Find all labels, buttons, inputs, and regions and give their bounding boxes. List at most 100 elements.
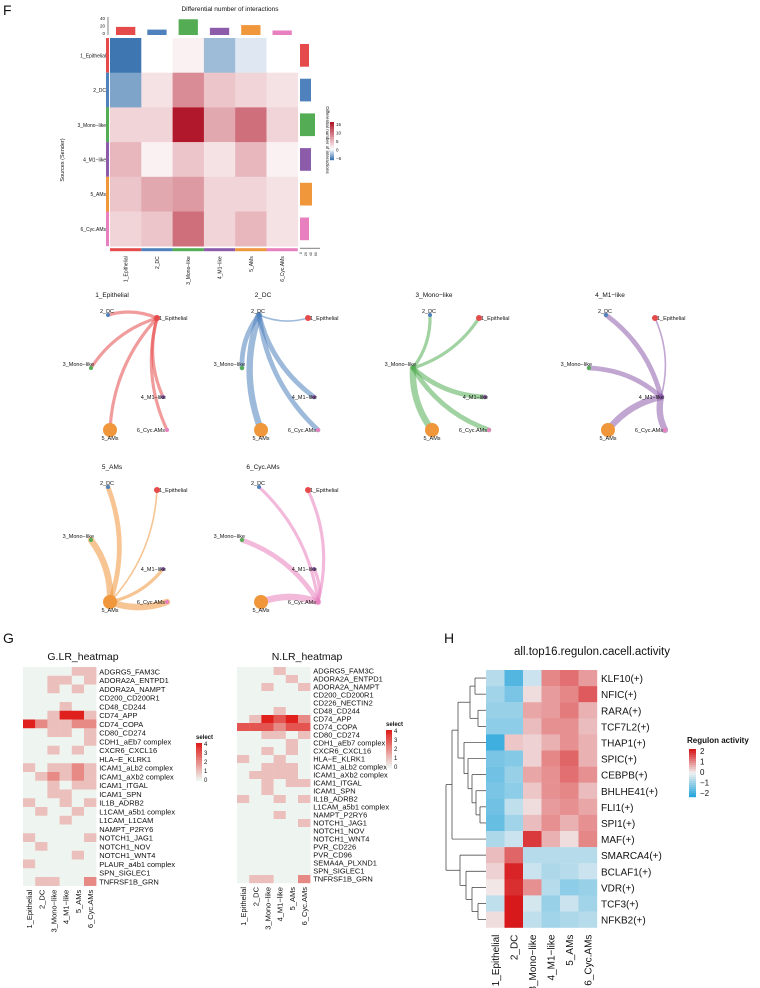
g-heatmap-cell [47, 850, 60, 860]
h-legend-swatch [689, 775, 696, 778]
h-heatmap-cell [486, 718, 505, 735]
g-heatmap-cell [23, 868, 36, 878]
g-heatmap-cell [249, 707, 262, 716]
f-right-bar [300, 217, 309, 241]
g-heatmap-cell [249, 859, 262, 868]
g-legend-swatch [196, 758, 202, 761]
g-heatmap-cell [285, 819, 299, 828]
g-heatmap-cell [261, 811, 274, 820]
g-heatmap-cell [84, 702, 97, 711]
f-right-axis-tick: 40 [309, 252, 313, 256]
f-heatmap-cell [141, 176, 173, 212]
f-heatmap-cell [110, 38, 142, 73]
f-circle-node [257, 313, 261, 317]
h-heatmap-cell [486, 863, 505, 880]
f-col-color-strip [172, 248, 204, 252]
g-heatmap-cell [47, 737, 60, 746]
h-heatmap-cell [578, 879, 598, 896]
h-heatmap-cell [486, 702, 505, 719]
g-heatmap-cell [35, 780, 48, 790]
g-heatmap-cell [237, 819, 250, 828]
g-col-label: 1_Epithelial [239, 887, 248, 926]
g-row-label: CD74_COPA [99, 720, 143, 729]
h-legend-swatch [689, 783, 696, 786]
f-circle-node-label: 5_AMs [252, 436, 269, 442]
f-circle-node-label: 1_Epithelial [481, 316, 509, 322]
g-heatmap-cell [273, 851, 286, 860]
f-heatmap-cell [235, 176, 267, 212]
h-col-label: 6_Cyc.AMs [584, 935, 595, 986]
g-heatmap-cell [71, 868, 85, 878]
g-heatmap-cell [59, 859, 72, 869]
g-heatmap-cell [71, 850, 85, 860]
h-legend-swatch [689, 785, 696, 788]
g-heatmap-cell [84, 719, 97, 729]
f-heatmap-title: Differential number of interactions [181, 6, 279, 13]
f-heatmap-cell [141, 211, 173, 247]
g-row-label: NOTCH1_NOV [99, 842, 150, 851]
g-heatmap-cell [261, 715, 274, 724]
h-heatmap-cell [504, 879, 524, 896]
g-heatmap-cell [23, 789, 36, 799]
h-heatmap-cell [486, 895, 505, 912]
f-legend-swatch [330, 122, 334, 125]
h-heatmap-cell [486, 686, 505, 703]
f-heatmap-cell [235, 38, 267, 73]
f-circle-title: 4_M1−like [595, 292, 625, 299]
g-heatmap-cell [237, 811, 250, 820]
g-row-label: CD80_CD274 [313, 731, 360, 740]
g-heatmap-cell [249, 683, 262, 692]
h-heatmap-cell [523, 734, 542, 751]
g-heatmap-cell [273, 667, 286, 676]
g-heatmap-cell [273, 859, 286, 868]
f-legend-tick: −5 [336, 156, 342, 161]
f-circle-title: 5_AMs [102, 464, 123, 471]
g-legend-swatch [196, 762, 202, 765]
f-col-color-strip [110, 248, 142, 252]
g-legend-swatch [386, 731, 392, 734]
f-col-label: 3_Mono−like [186, 256, 192, 285]
panel-letter-f: F [3, 2, 12, 18]
f-circle-node-label: 5_AMs [101, 608, 118, 614]
f-circle-edge [410, 365, 492, 433]
g-heatmap-cell [285, 803, 299, 812]
g-heatmap-cell [23, 842, 36, 851]
f-heatmap-cell [141, 38, 173, 73]
h-heatmap-cell [541, 847, 561, 864]
g-legend-tick: 4 [394, 729, 398, 735]
g-heatmap-cell [261, 787, 274, 796]
h-heatmap-cell [541, 863, 561, 880]
g-heatmap-cell [23, 675, 36, 685]
h-legend-swatch [689, 751, 696, 754]
f-heatmap-cell [141, 72, 173, 108]
h-heatmap-cell [541, 831, 561, 848]
g-heatmap-cell [35, 763, 48, 773]
g-heatmap-cell [59, 850, 72, 860]
g-row-label: CXCR6_CXCL16 [99, 746, 157, 755]
f-circle-node-label: 2_DC [422, 309, 436, 315]
g-heatmap-cell [249, 843, 262, 852]
f-legend-swatch [330, 139, 334, 142]
g-heatmap-cell [273, 699, 286, 708]
g-heatmap-cell [273, 755, 286, 764]
f-legend-swatch [330, 150, 334, 153]
f-heatmap-cell [172, 38, 205, 73]
h-heatmap-cell [578, 718, 598, 735]
f-top-bar [147, 29, 167, 35]
g-heatmap-cell [261, 683, 274, 692]
g-heatmap-cell [23, 693, 36, 703]
f-row-label: 6_Cyc.AMs [80, 227, 106, 233]
g-heatmap-title: N.LR_heatmap [272, 651, 343, 663]
g-heatmap-cell [71, 728, 85, 738]
g-legend-swatch [196, 771, 202, 774]
g-heatmap-cell [23, 737, 36, 746]
h-heatmap-cell [504, 670, 524, 687]
g-row-label: SPN_SIGLEC1 [313, 867, 364, 876]
f-circle-node-label: 4_M1−like [639, 395, 664, 401]
g-heatmap-cell [285, 707, 299, 716]
f-circle-node [659, 395, 663, 399]
g-row-label: HLA−E_KLRK1 [99, 755, 151, 764]
f-circle-node [305, 487, 311, 493]
g-legend-swatch [196, 743, 202, 746]
h-heatmap-cell [504, 702, 524, 719]
